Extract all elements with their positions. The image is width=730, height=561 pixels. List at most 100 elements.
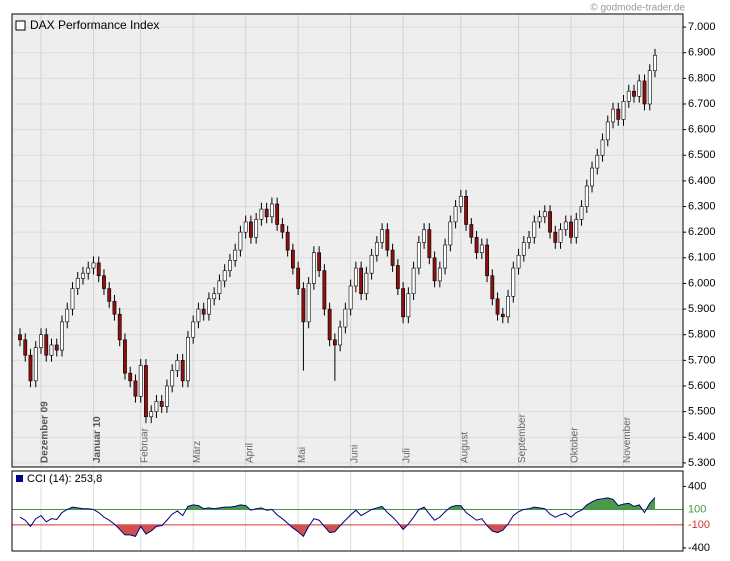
candle-body: [416, 242, 421, 269]
candle-body: [469, 224, 474, 238]
candle-body: [605, 121, 610, 141]
candle-body: [249, 221, 253, 238]
candle-body: [548, 211, 552, 233]
x-tick-label: April: [244, 443, 255, 463]
candle-body: [264, 208, 269, 218]
candle-body: [33, 347, 38, 382]
y-tick-label: 400: [688, 480, 706, 492]
candle-body: [154, 401, 159, 412]
candle-body: [495, 298, 500, 315]
candle-body: [448, 221, 453, 246]
candle-body: [170, 370, 175, 387]
candle-body: [138, 365, 143, 397]
legend-label: CCI (14): 253,8: [27, 473, 102, 485]
candle-body: [364, 272, 369, 294]
candle-body: [490, 275, 495, 300]
candle-body: [254, 219, 259, 238]
candle-body: [228, 260, 232, 271]
candle-body: [653, 54, 657, 71]
candle-body: [632, 90, 636, 97]
candle-body: [91, 262, 96, 269]
candle-body: [479, 244, 484, 253]
y-tick-label: 6.300: [688, 200, 716, 212]
candle-body: [217, 280, 222, 294]
y-tick-label: 6.500: [688, 149, 716, 161]
plot-area: [12, 471, 683, 551]
x-tick-label: März: [192, 441, 203, 463]
y-tick-label: 6.600: [688, 124, 716, 136]
candle-body: [165, 385, 169, 407]
candle-body: [144, 365, 148, 418]
candle-body: [485, 244, 489, 277]
x-tick-label: Februar: [139, 427, 150, 463]
candle-body: [338, 326, 343, 346]
candle-body: [443, 244, 447, 269]
y-tick-label: 6.200: [688, 226, 716, 238]
candle-body: [553, 231, 558, 243]
candle-body: [212, 293, 217, 300]
candle-body: [369, 254, 374, 274]
plot-frame: [11, 13, 684, 468]
plot-area: [12, 14, 683, 467]
candle-body: [401, 288, 405, 318]
candle-body: [28, 354, 33, 382]
candle-body: [159, 401, 164, 407]
legend-label: DAX Performance Index: [30, 18, 159, 32]
candle-body: [422, 229, 426, 243]
candle-body: [537, 216, 542, 223]
candle-body: [474, 236, 479, 253]
candle-body: [359, 267, 364, 294]
candle-body: [558, 229, 563, 243]
candle-body: [527, 236, 531, 243]
candle-body: [70, 288, 75, 310]
y-tick-label: 5.400: [688, 431, 716, 443]
candle-body: [306, 283, 311, 323]
x-tick-label: August: [459, 432, 470, 463]
y-tick-label: 6.700: [688, 98, 716, 110]
candle-body: [385, 229, 390, 251]
candle-body: [191, 321, 196, 338]
candle-body: [317, 252, 322, 271]
candle-body: [175, 360, 180, 371]
candle-body: [123, 339, 127, 374]
x-tick-label: Mai: [297, 447, 308, 463]
candle-body: [437, 267, 442, 282]
candle-body: [579, 206, 584, 220]
candle-body: [500, 313, 505, 318]
candle-body: [259, 208, 264, 220]
candle-body: [60, 321, 64, 351]
y-tick-label: 6.000: [688, 277, 716, 289]
candle-body: [180, 360, 185, 382]
x-tick-label: September: [517, 413, 528, 463]
candle-body: [595, 154, 600, 169]
y-tick-label: 5.600: [688, 380, 716, 392]
candle-body: [427, 229, 432, 259]
candle-body: [243, 221, 248, 233]
candle-body: [44, 334, 49, 356]
candle-body: [285, 231, 290, 251]
candle-body: [542, 211, 547, 218]
candle-body: [81, 272, 85, 279]
x-tick-label: Juli: [402, 448, 413, 463]
y-tick-label: 5.500: [688, 406, 716, 418]
x-tick-label: Dezember 09: [40, 401, 51, 463]
y-tick-label: 5.300: [688, 457, 716, 469]
candle-body: [563, 221, 568, 230]
candle-body: [380, 229, 385, 243]
candle-body: [196, 308, 201, 323]
candle-body: [54, 344, 59, 351]
candle-body: [511, 267, 516, 297]
y-tick-label: 7.000: [688, 21, 716, 33]
candle-body: [343, 308, 348, 328]
x-tick-label: Januar 10: [92, 416, 103, 463]
candle-body: [75, 278, 80, 289]
cci-line: [19, 497, 656, 538]
candle-body: [149, 411, 154, 418]
candle-body: [311, 252, 316, 284]
candle-body: [348, 285, 353, 310]
candle-body: [322, 270, 327, 310]
candle-body: [647, 70, 652, 105]
candle-body: [107, 288, 112, 302]
y-tick-label: 5.900: [688, 303, 716, 315]
candle-body: [432, 257, 437, 282]
